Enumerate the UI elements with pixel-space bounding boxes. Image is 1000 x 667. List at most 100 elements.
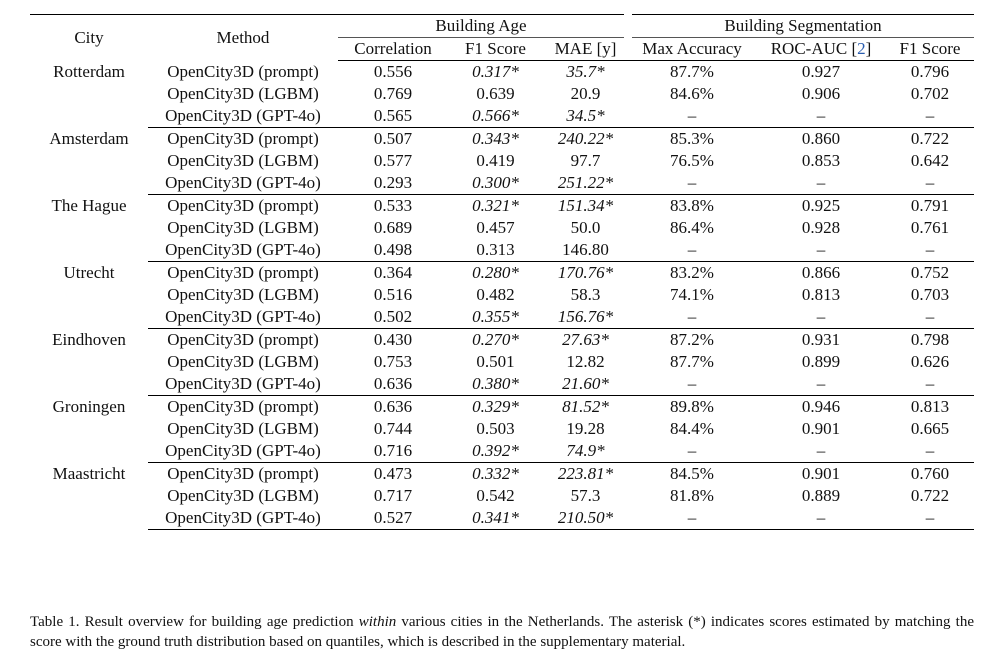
table-row: The Hague OpenCity3D (prompt) 0.533 0.321* 1… xyxy=(30,195,974,218)
cell-acc: 76.5% xyxy=(670,151,714,170)
cell-corr: 0.716 xyxy=(338,440,448,463)
cell-corr: 0.473 xyxy=(373,464,413,483)
cell-acc: – xyxy=(628,105,756,128)
table-row: OpenCity3D (LGBM) 0.744 0.503 19.28 84.4% 0.9… xyxy=(30,418,974,440)
cell-roc: 0.906 xyxy=(801,84,841,103)
method-name: OpenCity3D (prompt) xyxy=(167,464,319,483)
cell-mae: 97.7 xyxy=(570,151,601,170)
table-row: OpenCity3D (GPT-4o) 0.293 0.300* 251.22* – – – xyxy=(30,172,974,195)
table-row: Maastricht OpenCity3D (prompt) 0.473 0.332*… xyxy=(30,463,974,486)
cell-roc: – xyxy=(756,172,886,195)
cell-corr: 0.507 xyxy=(373,129,413,148)
table-row: OpenCity3D (LGBM) 0.516 0.482 58.3 74.1% 0.81… xyxy=(30,284,974,306)
cell-roc: 0.899 xyxy=(801,352,841,371)
cell-roc: 0.866 xyxy=(801,263,841,282)
cell-corr: 0.533 xyxy=(373,196,413,215)
cell-mae: 19.28 xyxy=(566,419,605,438)
cell-corr: 0.516 xyxy=(373,285,413,304)
cell-mae: 27.63* xyxy=(562,330,609,349)
cell-f1: 0.542 xyxy=(476,486,515,505)
citation-link[interactable]: 2 xyxy=(857,39,866,58)
cell-acc: – xyxy=(628,239,756,262)
cell-mae: 20.9 xyxy=(570,84,601,103)
method-name: OpenCity3D (LGBM) xyxy=(167,419,319,438)
cell-corr: 0.689 xyxy=(373,218,413,237)
cell-acc: – xyxy=(628,172,756,195)
method-name: OpenCity3D (LGBM) xyxy=(167,84,319,103)
method-name: OpenCity3D (GPT-4o) xyxy=(148,306,338,329)
method-name: OpenCity3D (GPT-4o) xyxy=(148,172,338,195)
cell-mae: 12.82 xyxy=(566,352,605,371)
cell-acc: 89.8% xyxy=(670,397,714,416)
header-building-age: Building Age xyxy=(338,14,628,38)
cell-roc: 0.927 xyxy=(801,62,841,81)
cell-f1s: 0.665 xyxy=(910,419,950,438)
city-name: Utrecht xyxy=(63,262,115,282)
cell-acc: 81.8% xyxy=(670,486,714,505)
cell-corr: 0.717 xyxy=(373,486,413,505)
cell-acc: 85.3% xyxy=(670,129,714,148)
cell-roc: 0.901 xyxy=(801,419,841,438)
header-city: City xyxy=(74,27,104,47)
cell-f1s: – xyxy=(886,239,974,262)
cell-f1: 0.419 xyxy=(476,151,515,170)
cell-acc: 87.2% xyxy=(670,330,714,349)
cell-mae: 57.3 xyxy=(570,486,601,505)
cell-roc: 0.928 xyxy=(801,218,841,237)
method-name: OpenCity3D (GPT-4o) xyxy=(148,105,338,128)
cell-corr: 0.498 xyxy=(338,239,448,262)
method-name: OpenCity3D (LGBM) xyxy=(167,151,319,170)
cell-f1: 0.501 xyxy=(476,352,515,371)
cell-f1: 0.482 xyxy=(476,285,515,304)
method-name: OpenCity3D (prompt) xyxy=(167,129,319,148)
cell-mae: 35.7* xyxy=(566,62,605,81)
table-row: OpenCity3D (GPT-4o) 0.636 0.380* 21.60* – – – xyxy=(30,373,974,396)
cell-roc: 0.889 xyxy=(801,486,841,505)
cell-f1: 0.392* xyxy=(448,440,543,463)
cell-roc: – xyxy=(756,306,886,329)
cell-roc: 0.860 xyxy=(801,129,841,148)
cell-acc: – xyxy=(628,373,756,396)
cell-corr: 0.577 xyxy=(373,151,413,170)
table-row: Groningen OpenCity3D (prompt) 0.636 0.329* 8… xyxy=(30,396,974,419)
cell-f1: 0.566* xyxy=(448,105,543,128)
cell-f1s: – xyxy=(886,306,974,329)
cell-f1s: – xyxy=(886,105,974,128)
cell-acc: – xyxy=(628,440,756,463)
cell-mae: 223.81* xyxy=(557,464,614,483)
cell-roc: 0.901 xyxy=(801,464,841,483)
city-name: The Hague xyxy=(51,195,127,215)
results-table: City Method Building Age Building Segmen… xyxy=(30,14,974,530)
cell-f1s: 0.813 xyxy=(910,397,950,416)
method-name: OpenCity3D (prompt) xyxy=(167,330,319,349)
cell-corr: 0.527 xyxy=(338,507,448,530)
cell-roc: 0.925 xyxy=(801,196,841,215)
method-name: OpenCity3D (LGBM) xyxy=(167,218,319,237)
cell-f1: 0.321* xyxy=(472,196,519,215)
results-body: Rotterdam OpenCity3D (prompt) 0.556 0.317* 3… xyxy=(30,61,974,530)
table-caption: Table 1. Result overview for building ag… xyxy=(30,614,974,650)
cell-corr: 0.744 xyxy=(373,419,413,438)
cell-f1s: 0.702 xyxy=(910,84,950,103)
cell-mae: 50.0 xyxy=(570,218,601,237)
cell-corr: 0.769 xyxy=(373,84,413,103)
table-row: OpenCity3D (LGBM) 0.689 0.457 50.0 86.4% 0.92… xyxy=(30,217,974,239)
cell-f1s: 0.642 xyxy=(910,151,950,170)
cell-roc: 0.931 xyxy=(801,330,841,349)
method-name: OpenCity3D (GPT-4o) xyxy=(148,239,338,262)
cell-acc: 86.4% xyxy=(670,218,714,237)
method-name: OpenCity3D (GPT-4o) xyxy=(148,507,338,530)
cell-acc: 84.6% xyxy=(670,84,714,103)
cell-mae: 34.5* xyxy=(543,105,628,128)
cell-f1s: 0.752 xyxy=(910,263,950,282)
city-name: Groningen xyxy=(52,396,126,416)
table-row: OpenCity3D (GPT-4o) 0.498 0.313 146.80– – – xyxy=(30,239,974,262)
cell-mae: 170.76* xyxy=(557,263,614,282)
cell-corr: 0.293 xyxy=(338,172,448,195)
city-name: Rotterdam xyxy=(53,61,125,81)
cell-mae: 21.60* xyxy=(543,373,628,396)
cell-roc: 0.853 xyxy=(801,151,841,170)
cell-roc: – xyxy=(756,105,886,128)
cell-acc: 83.2% xyxy=(670,263,714,282)
cell-f1: 0.332* xyxy=(472,464,519,483)
